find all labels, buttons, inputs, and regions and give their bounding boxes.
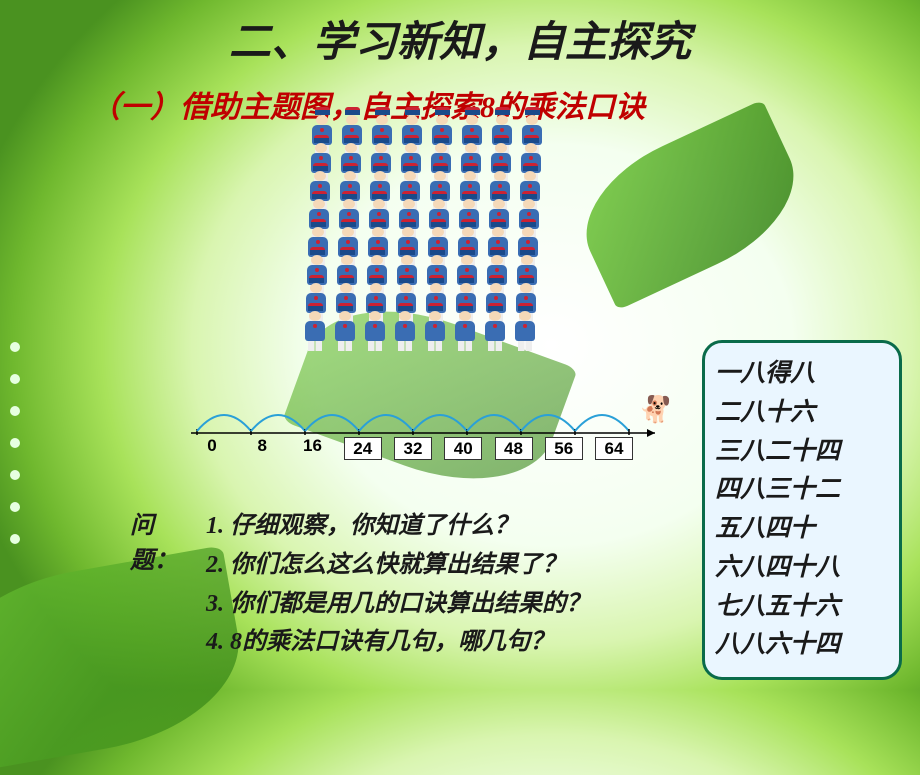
number-line-value: 48: [495, 437, 533, 460]
questions-block: 问题： 1. 仔细观察，你知道了什么？ 2. 你们怎么这么快就算出结果了？ 3. 你…: [130, 505, 690, 664]
number-line-value: 8: [243, 437, 281, 460]
dog-icon: 🐕: [639, 395, 671, 425]
band-member: [451, 303, 479, 349]
mnemonic-line: 四八三十二: [715, 471, 889, 510]
band-member: [361, 303, 389, 349]
questions-list: 1. 仔细观察，你知道了什么？ 2. 你们怎么这么快就算出结果了？ 3. 你们都是用…: [206, 505, 590, 664]
number-line-value: 16: [294, 437, 332, 460]
number-line-value: 40: [444, 437, 482, 460]
band-member: [391, 303, 419, 349]
band-member: [421, 303, 449, 349]
mnemonic-line: 七八五十六: [715, 588, 889, 627]
number-line-value: 32: [394, 437, 432, 460]
mnemonic-line: 一八得八: [715, 355, 889, 394]
question-item: 3. 你们都是用几的口诀算出结果的？: [206, 587, 590, 622]
section-title: 二、学习新知，自主探究: [0, 8, 920, 69]
mnemonic-line: 六八四十八: [715, 549, 889, 588]
number-line-value: 64: [595, 437, 633, 460]
number-line-value: 56: [545, 437, 583, 460]
question-item: 2. 你们怎么这么快就算出结果了？: [206, 548, 590, 583]
number-line-value: 0: [193, 437, 231, 460]
band-member: [301, 303, 329, 349]
slide-content: 二、学习新知，自主探究 （一）借助主题图，自主探索8的乘法口诀 🐕 081624…: [0, 0, 920, 690]
band-member: [511, 303, 539, 349]
mnemonic-line: 三八二十四: [715, 433, 889, 472]
marching-band-illustration: [180, 125, 660, 380]
band-member: [331, 303, 359, 349]
number-line: 🐕 0816243240485664: [185, 395, 665, 465]
number-line-ticks: 08 16 24 32 40 48 56 64: [193, 437, 633, 460]
question-item: 4. 8的乘法口诀有几句，哪几句？: [206, 625, 590, 660]
band-member: [481, 303, 509, 349]
number-line-arcs: [185, 395, 665, 437]
questions-label: 问题：: [130, 505, 200, 575]
question-item: 1. 仔细观察，你知道了什么？: [206, 509, 590, 544]
number-line-value: 24: [344, 437, 382, 460]
mnemonic-line: 八八六十四: [715, 626, 889, 665]
mnemonic-line: 五八四十: [715, 510, 889, 549]
mnemonic-line: 二八十六: [715, 394, 889, 433]
mnemonics-box: 一八得八二八十六三八二十四四八三十二五八四十六八四十八七八五十六八八六十四: [702, 340, 902, 680]
